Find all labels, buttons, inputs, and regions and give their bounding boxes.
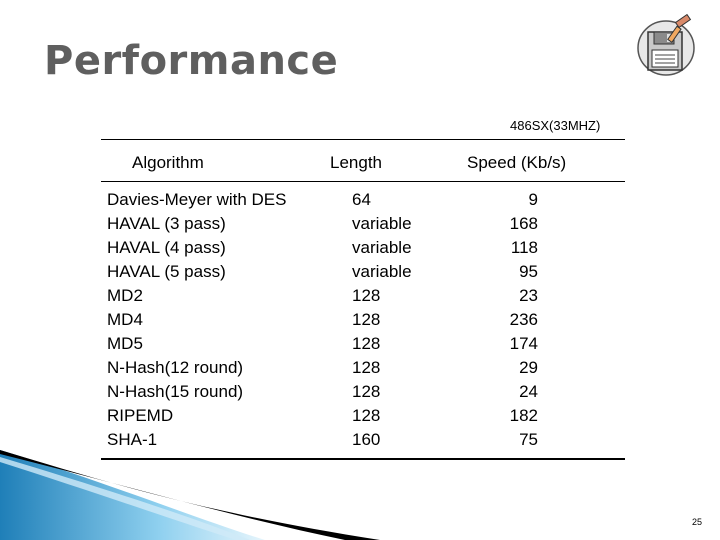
cell-speed: 9 — [528, 190, 538, 209]
cell-speed: 24 — [519, 382, 538, 401]
cell-algorithm: N-Hash(15 round) — [107, 382, 244, 401]
table-bottom-rule — [101, 458, 625, 460]
cell-speed: 75 — [519, 430, 538, 449]
slide-title: Performance — [44, 38, 339, 84]
cell-algorithm: Davies-Meyer with DES — [107, 190, 287, 209]
cell-speed: 118 — [510, 238, 538, 257]
cell-length: 128 — [352, 286, 381, 305]
header-algorithm: Algorithm — [132, 153, 204, 172]
cell-length: 128 — [352, 310, 381, 329]
cell-speed: 168 — [509, 214, 538, 233]
cell-algorithm: HAVAL (4 pass) — [107, 238, 226, 257]
algorithm-column: Davies-Meyer with DES HAVAL (3 pass) HAV… — [107, 188, 287, 452]
cell-speed: 95 — [519, 262, 538, 281]
cell-speed: 29 — [519, 358, 538, 377]
cell-length: 128 — [352, 334, 381, 353]
header-length: Length — [330, 153, 382, 172]
cell-algorithm: MD4 — [107, 310, 143, 329]
cell-length: 160 — [352, 430, 381, 449]
cell-algorithm: MD2 — [107, 286, 143, 305]
cell-algorithm: MD5 — [107, 334, 143, 353]
processor-label: 486SX(33MHZ) — [510, 118, 601, 133]
cell-algorithm: HAVAL (3 pass) — [107, 214, 226, 233]
cell-speed: 236 — [509, 310, 538, 329]
cell-length: 64 — [352, 190, 371, 209]
cell-length: variable — [352, 214, 412, 233]
length-column: 64 variable variable variable 128 128 12… — [352, 188, 412, 452]
cell-speed: 174 — [509, 334, 538, 353]
cell-speed: 23 — [519, 286, 538, 305]
cell-speed: 182 — [509, 406, 538, 425]
cell-algorithm: HAVAL (5 pass) — [107, 262, 226, 281]
cell-length: 128 — [352, 382, 381, 401]
cell-algorithm: SHA-1 — [107, 430, 158, 449]
cell-length: variable — [352, 238, 412, 257]
floppy-disk-computer-icon — [637, 13, 695, 76]
header-speed: Speed (Kb/s) — [467, 153, 567, 172]
cell-length: variable — [352, 262, 412, 281]
cell-algorithm: RIPEMD — [107, 406, 174, 425]
speed-column: 9 168 118 95 23 236 174 29 24 182 75 — [480, 188, 538, 452]
table-top-rule — [101, 139, 625, 140]
decorative-swoosh — [0, 450, 380, 540]
cell-algorithm: N-Hash(12 round) — [107, 358, 244, 377]
page-number: 25 — [692, 517, 703, 527]
cell-length: 128 — [352, 358, 381, 377]
table-header-rule — [101, 181, 625, 182]
cell-length: 128 — [352, 406, 381, 425]
